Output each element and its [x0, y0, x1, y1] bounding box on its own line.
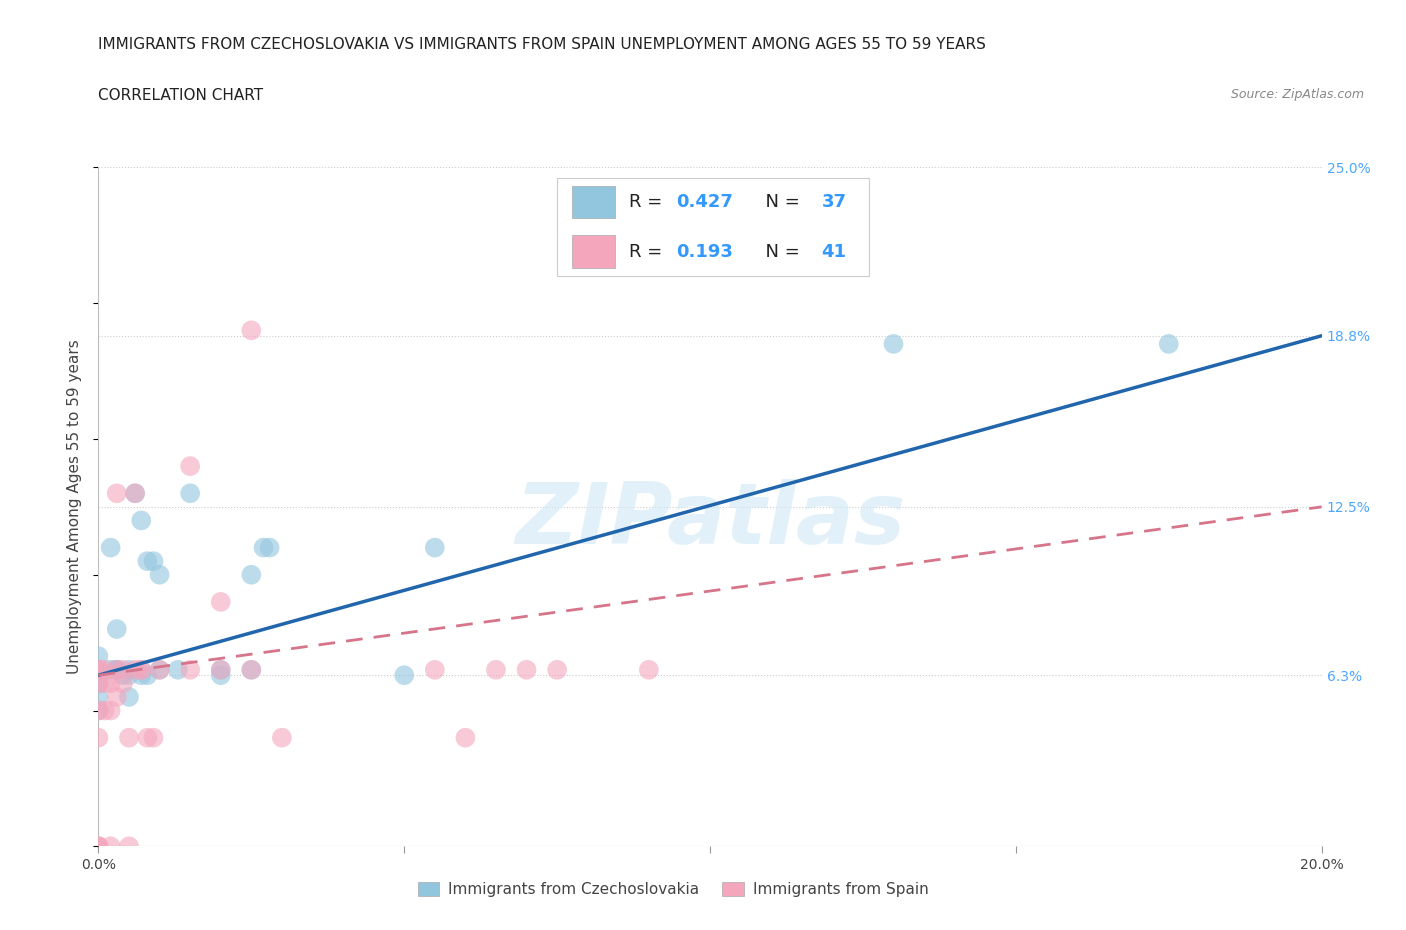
Point — [485, 662, 508, 677]
Point — [87, 662, 110, 677]
Point — [118, 689, 141, 704]
Point — [546, 662, 568, 677]
Point — [93, 662, 115, 677]
Text: CORRELATION CHART: CORRELATION CHART — [98, 88, 263, 103]
Point — [105, 485, 128, 500]
Point — [136, 668, 159, 683]
Point — [87, 649, 110, 664]
Point — [87, 689, 110, 704]
Point — [179, 662, 201, 677]
Text: 37: 37 — [821, 193, 846, 211]
Point — [124, 662, 146, 677]
Point — [454, 730, 477, 745]
Point — [87, 676, 110, 691]
Text: IMMIGRANTS FROM CZECHOSLOVAKIA VS IMMIGRANTS FROM SPAIN UNEMPLOYMENT AMONG AGES : IMMIGRANTS FROM CZECHOSLOVAKIA VS IMMIGR… — [98, 37, 986, 52]
Point — [179, 485, 201, 500]
Point — [516, 662, 538, 677]
Point — [87, 703, 110, 718]
Text: R =: R = — [630, 193, 668, 211]
Point — [118, 668, 141, 683]
Text: R =: R = — [630, 243, 668, 260]
Point — [87, 730, 110, 745]
Point — [87, 839, 110, 854]
Point — [240, 323, 263, 338]
Point — [87, 662, 110, 677]
Point — [149, 567, 172, 582]
Point — [240, 567, 263, 582]
Point — [111, 662, 134, 677]
Point — [142, 553, 165, 568]
Point — [270, 730, 292, 745]
Point — [111, 668, 134, 683]
Point — [118, 662, 141, 677]
Text: Source: ZipAtlas.com: Source: ZipAtlas.com — [1230, 88, 1364, 101]
Text: 0.193: 0.193 — [676, 243, 733, 260]
Point — [129, 668, 152, 683]
Point — [149, 662, 172, 677]
Point — [118, 730, 141, 745]
Point — [209, 662, 232, 677]
FancyBboxPatch shape — [572, 235, 614, 268]
Point — [105, 662, 128, 677]
Point — [209, 594, 232, 609]
Point — [100, 540, 122, 555]
FancyBboxPatch shape — [572, 186, 614, 219]
Point — [974, 106, 997, 121]
Point — [259, 540, 281, 555]
Text: N =: N = — [754, 193, 806, 211]
Point — [93, 703, 115, 718]
Point — [87, 668, 110, 683]
FancyBboxPatch shape — [557, 178, 869, 276]
Text: N =: N = — [754, 243, 806, 260]
Point — [129, 662, 152, 677]
Point — [129, 513, 152, 528]
Point — [100, 676, 122, 691]
Text: 41: 41 — [821, 243, 846, 260]
Point — [105, 621, 128, 636]
Point — [105, 662, 128, 677]
Point — [105, 689, 128, 704]
Point — [93, 676, 115, 691]
Point — [136, 553, 159, 568]
Point — [1157, 337, 1180, 352]
Point — [142, 730, 165, 745]
Point — [87, 839, 110, 854]
Text: 0.427: 0.427 — [676, 193, 733, 211]
Point — [209, 668, 232, 683]
Point — [124, 485, 146, 500]
Point — [87, 839, 110, 854]
Point — [100, 703, 122, 718]
Text: ZIPatlas: ZIPatlas — [515, 479, 905, 562]
Point — [240, 662, 263, 677]
Point — [100, 662, 122, 677]
Y-axis label: Unemployment Among Ages 55 to 59 years: Unemployment Among Ages 55 to 59 years — [67, 339, 83, 674]
Point — [87, 703, 110, 718]
Point — [149, 662, 172, 677]
Point — [111, 676, 134, 691]
Legend: Immigrants from Czechoslovakia, Immigrants from Spain: Immigrants from Czechoslovakia, Immigran… — [412, 876, 935, 903]
Point — [209, 662, 232, 677]
Point — [129, 662, 152, 677]
Point — [118, 839, 141, 854]
Point — [392, 668, 416, 683]
Point — [423, 540, 446, 555]
Point — [105, 662, 128, 677]
Point — [637, 662, 661, 677]
Point — [240, 662, 263, 677]
Point — [179, 458, 201, 473]
Point — [167, 662, 190, 677]
Point — [423, 662, 446, 677]
Point — [87, 676, 110, 691]
Point — [252, 540, 274, 555]
Point — [105, 662, 128, 677]
Point — [136, 730, 159, 745]
Point — [883, 337, 905, 352]
Point — [87, 662, 110, 677]
Point — [124, 485, 146, 500]
Point — [100, 839, 122, 854]
